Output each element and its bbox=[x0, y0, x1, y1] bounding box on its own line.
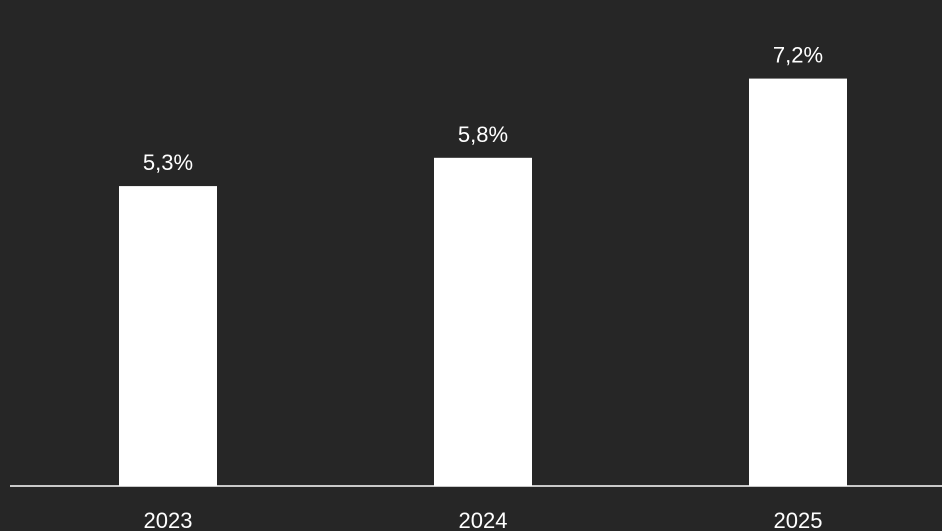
value-label-2024: 5,8% bbox=[458, 122, 508, 147]
value-label-group: 5,3% 5,8% 7,2% bbox=[143, 43, 823, 176]
x-tick-label-2024: 2024 bbox=[459, 508, 508, 531]
bar-2025 bbox=[749, 78, 847, 487]
value-label-2023: 5,3% bbox=[143, 150, 193, 175]
bar-group bbox=[119, 78, 847, 487]
x-tick-label-2025: 2025 bbox=[774, 508, 823, 531]
value-label-2025: 7,2% bbox=[773, 43, 823, 68]
bar-2023 bbox=[119, 186, 217, 486]
bar-2024 bbox=[434, 157, 532, 486]
x-tick-label-2023: 2023 bbox=[144, 508, 193, 531]
x-tick-label-group: 2023 2024 2025 bbox=[144, 508, 823, 531]
